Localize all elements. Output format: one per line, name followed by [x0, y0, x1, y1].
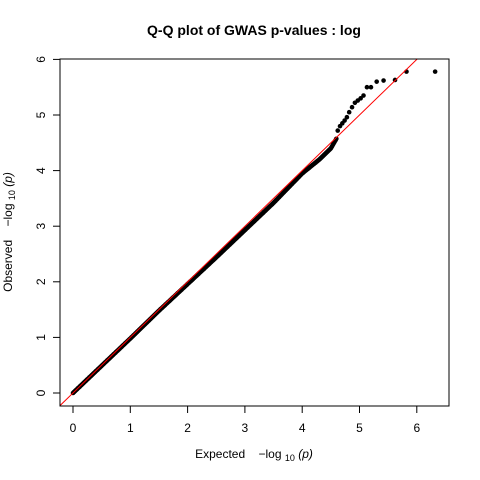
points-layer	[70, 69, 438, 396]
y-axis-title: Observed −log 10 (p)	[1, 172, 18, 292]
data-point-tail	[346, 109, 352, 115]
y-tick-label: 6	[34, 56, 48, 63]
data-point	[334, 136, 339, 142]
reference-line	[60, 59, 418, 406]
data-point-tail	[335, 128, 341, 133]
data-point-tail	[358, 96, 363, 101]
data-point-tail	[344, 114, 350, 120]
y-axis: 0 1 2 3 4 5 6	[34, 56, 61, 396]
y-tick-label: 4	[34, 167, 48, 174]
y-axis-title-log: −log	[1, 203, 15, 226]
x-tick-label: 6	[413, 421, 420, 435]
data-point-tail	[432, 69, 438, 74]
x-axis-title: Expected −log 10 (p)	[195, 447, 313, 464]
data-point-tail	[364, 84, 370, 90]
y-axis-title-var: (p)	[1, 172, 15, 187]
data-point-tail	[381, 78, 386, 83]
data-point-tail	[342, 118, 347, 123]
y-tick-label: 2	[34, 278, 48, 285]
x-tick-label: 0	[70, 421, 77, 435]
y-tick-label: 0	[34, 389, 48, 396]
x-tick-label: 1	[127, 421, 134, 435]
x-tick-label: 5	[356, 421, 363, 435]
x-axis-title-prefix: Expected	[195, 447, 245, 461]
data-point-tail	[374, 79, 379, 84]
data-point-tail	[349, 104, 355, 110]
x-axis: 0 1 2 3 4 5 6	[70, 405, 420, 435]
y-axis-title-sub: 10	[7, 190, 17, 200]
y-axis-title-prefix: Observed	[1, 240, 15, 292]
x-axis-title-log: −log	[258, 447, 281, 461]
x-tick-label: 4	[299, 421, 306, 435]
data-point-tail	[368, 84, 374, 90]
chart-title: Q-Q plot of GWAS p-values : log	[147, 22, 361, 38]
y-tick-label: 3	[34, 223, 48, 230]
y-tick-label: 1	[34, 334, 48, 341]
x-axis-title-var: (p)	[298, 447, 313, 461]
reference-line-layer	[60, 59, 418, 406]
y-tick-label: 5	[34, 111, 48, 118]
x-tick-label: 2	[184, 421, 191, 435]
data-point-tail	[361, 93, 366, 98]
x-axis-title-sub: 10	[285, 453, 295, 463]
x-tick-label: 3	[242, 421, 249, 435]
